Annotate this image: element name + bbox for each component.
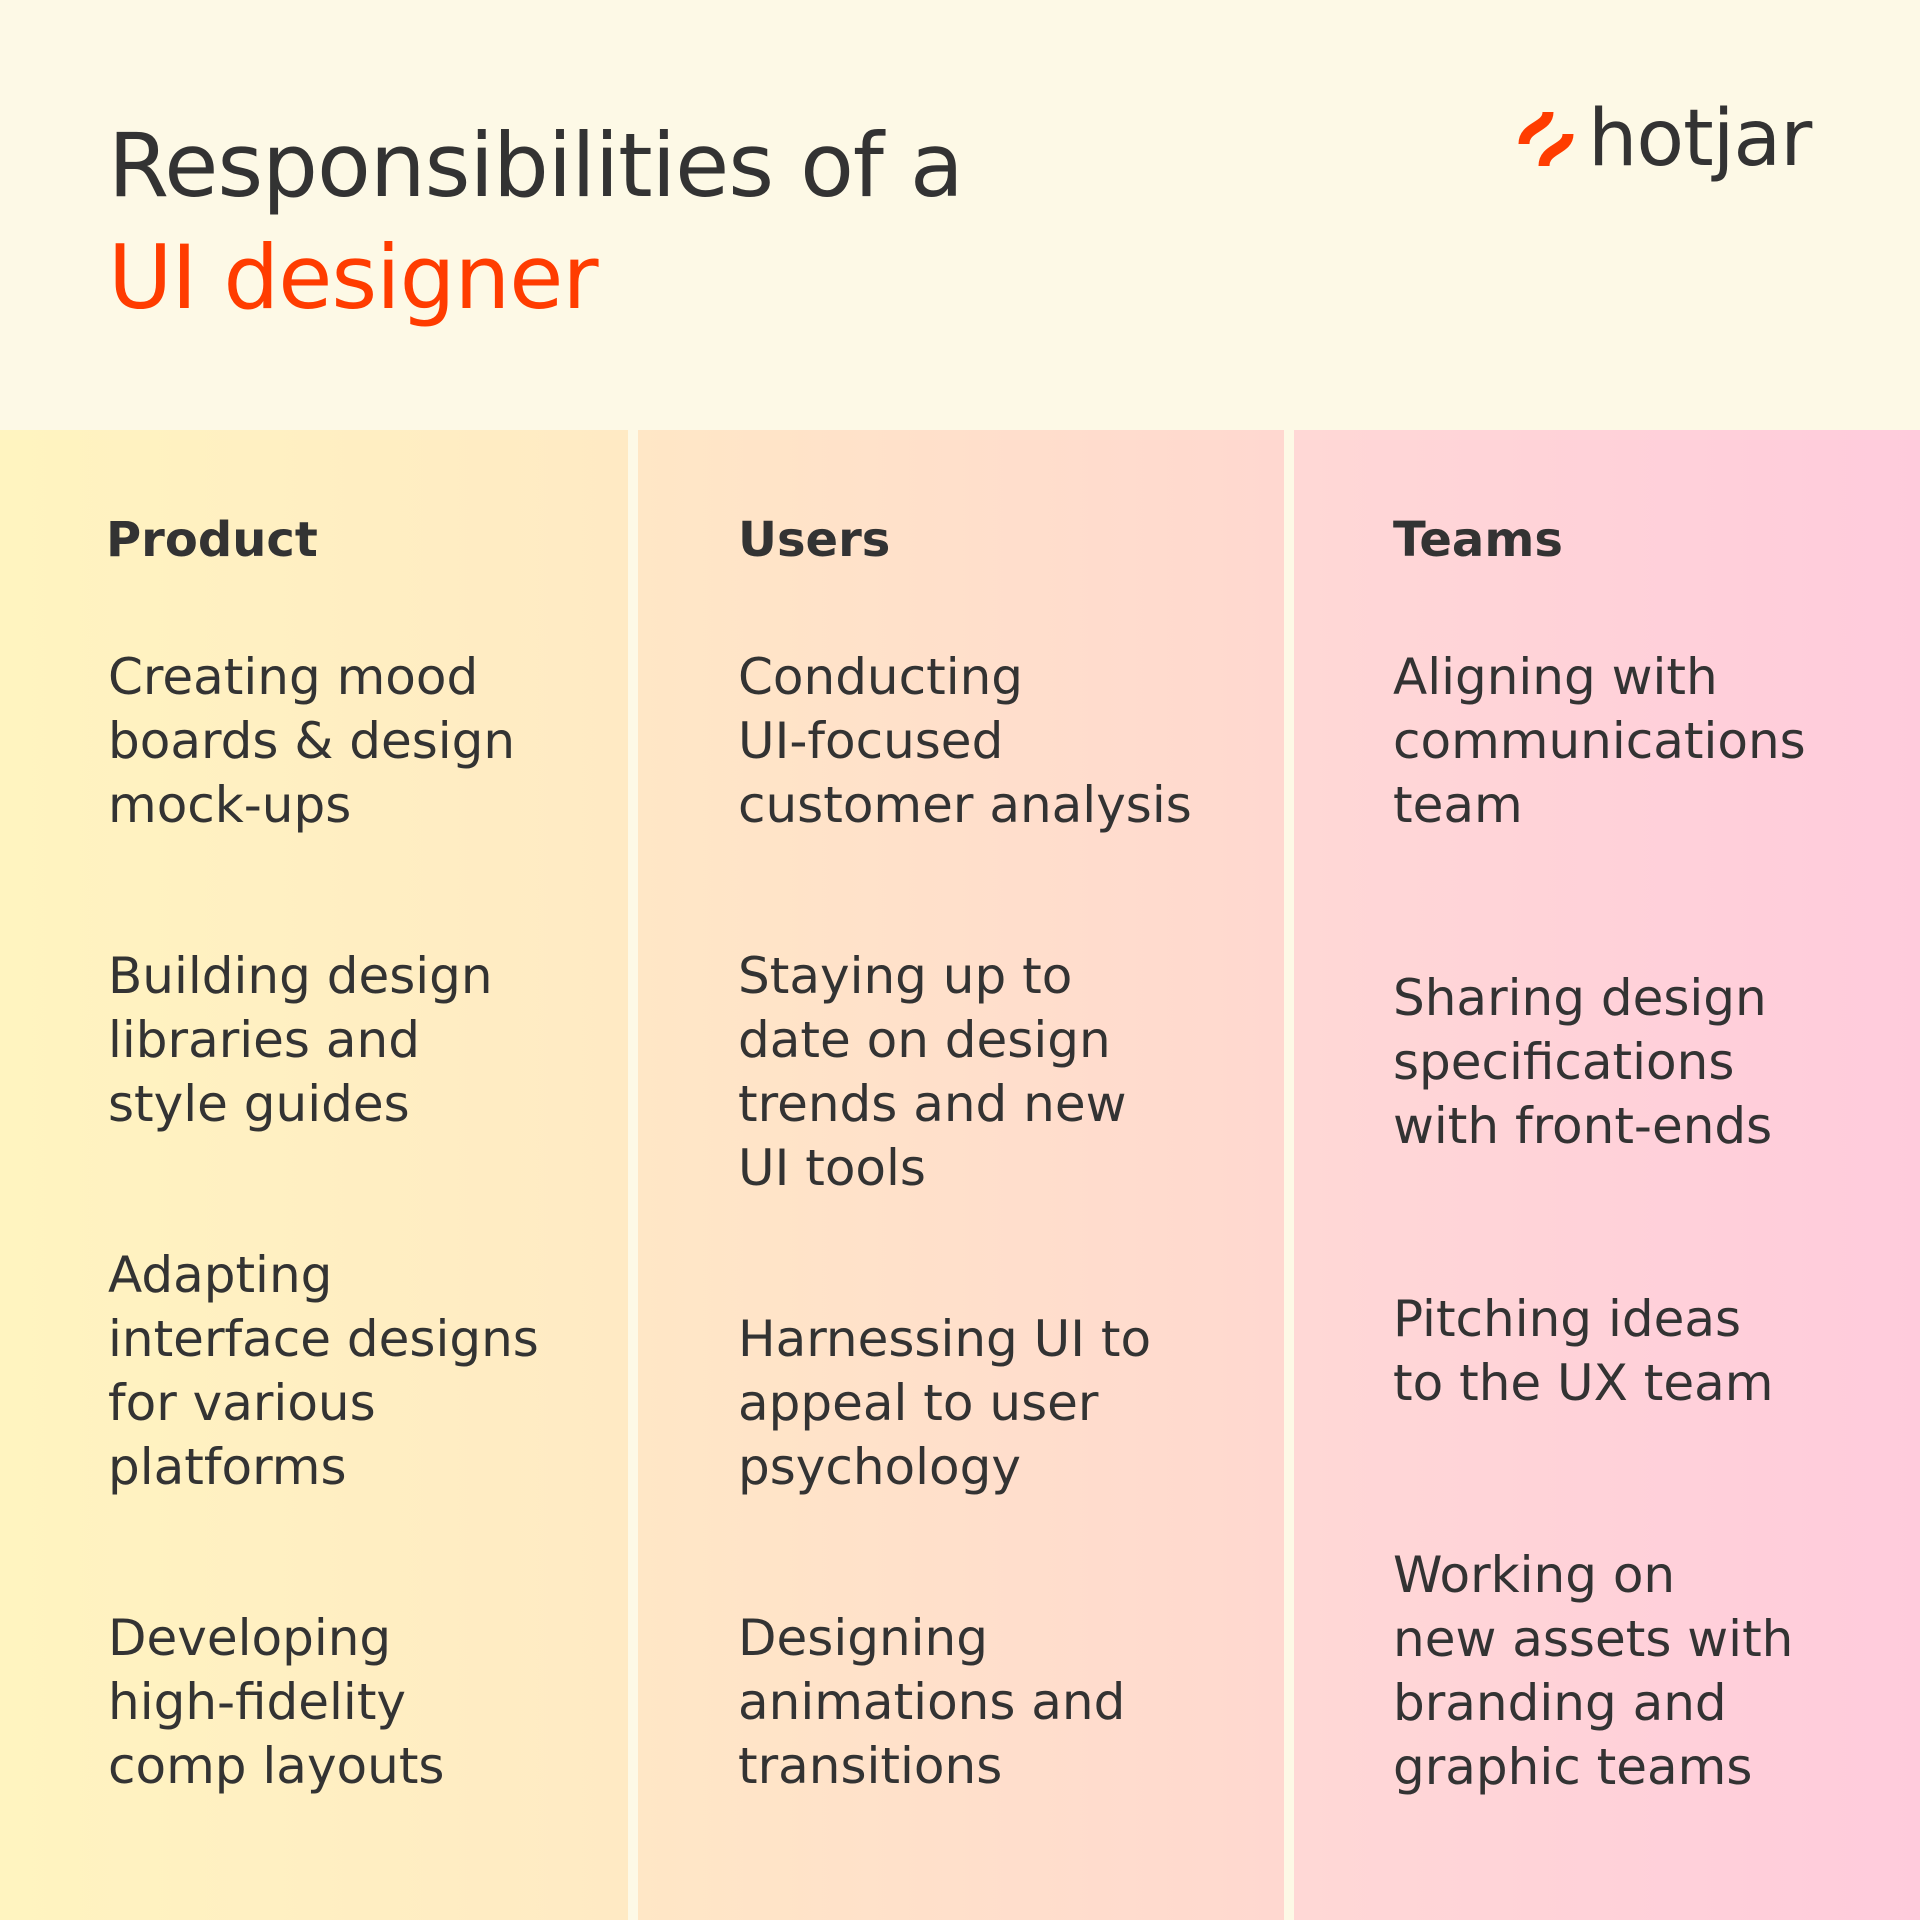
list-item: Pitching ideas to the UX team bbox=[1393, 1290, 1774, 1412]
list-item: Harnessing UI to appeal to user psycholo… bbox=[738, 1310, 1152, 1496]
title-line-1: Responsibilities of a bbox=[108, 114, 964, 217]
header: Responsibilities of a UI designer hotjar bbox=[0, 0, 1920, 430]
title-line-2: UI designer bbox=[108, 226, 599, 329]
list-item: Conducting UI-focused customer analysis bbox=[738, 648, 1192, 834]
list-item: Creating mood boards & design mock-ups bbox=[108, 648, 516, 834]
column-heading: Users bbox=[738, 512, 891, 568]
list-item: Staying up to date on design trends and … bbox=[738, 947, 1127, 1197]
list-item: Developing high-fidelity comp layouts bbox=[108, 1609, 445, 1795]
column-heading: Product bbox=[106, 512, 318, 568]
list-item: Adapting interface designs for various p… bbox=[108, 1246, 539, 1496]
hotjar-logo-icon bbox=[1518, 110, 1574, 167]
list-item: Sharing design specifications with front… bbox=[1393, 969, 1773, 1155]
hotjar-logo: hotjar bbox=[1518, 94, 1812, 184]
column-teams: Teams Aligning with communications team … bbox=[1294, 430, 1920, 1920]
column-product: Product Creating mood boards & design mo… bbox=[0, 430, 628, 1920]
column-heading: Teams bbox=[1393, 512, 1563, 568]
list-item: Working on new assets with branding and … bbox=[1393, 1546, 1794, 1796]
logo-wordmark: hotjar bbox=[1588, 94, 1812, 184]
list-item: Building design libraries and style guid… bbox=[108, 947, 493, 1133]
column-users: Users Conducting UI-focused customer ana… bbox=[638, 430, 1284, 1920]
page-title: Responsibilities of a UI designer bbox=[108, 110, 964, 334]
list-item: Designing animations and transitions bbox=[738, 1609, 1126, 1795]
list-item: Aligning with communications team bbox=[1393, 648, 1806, 834]
